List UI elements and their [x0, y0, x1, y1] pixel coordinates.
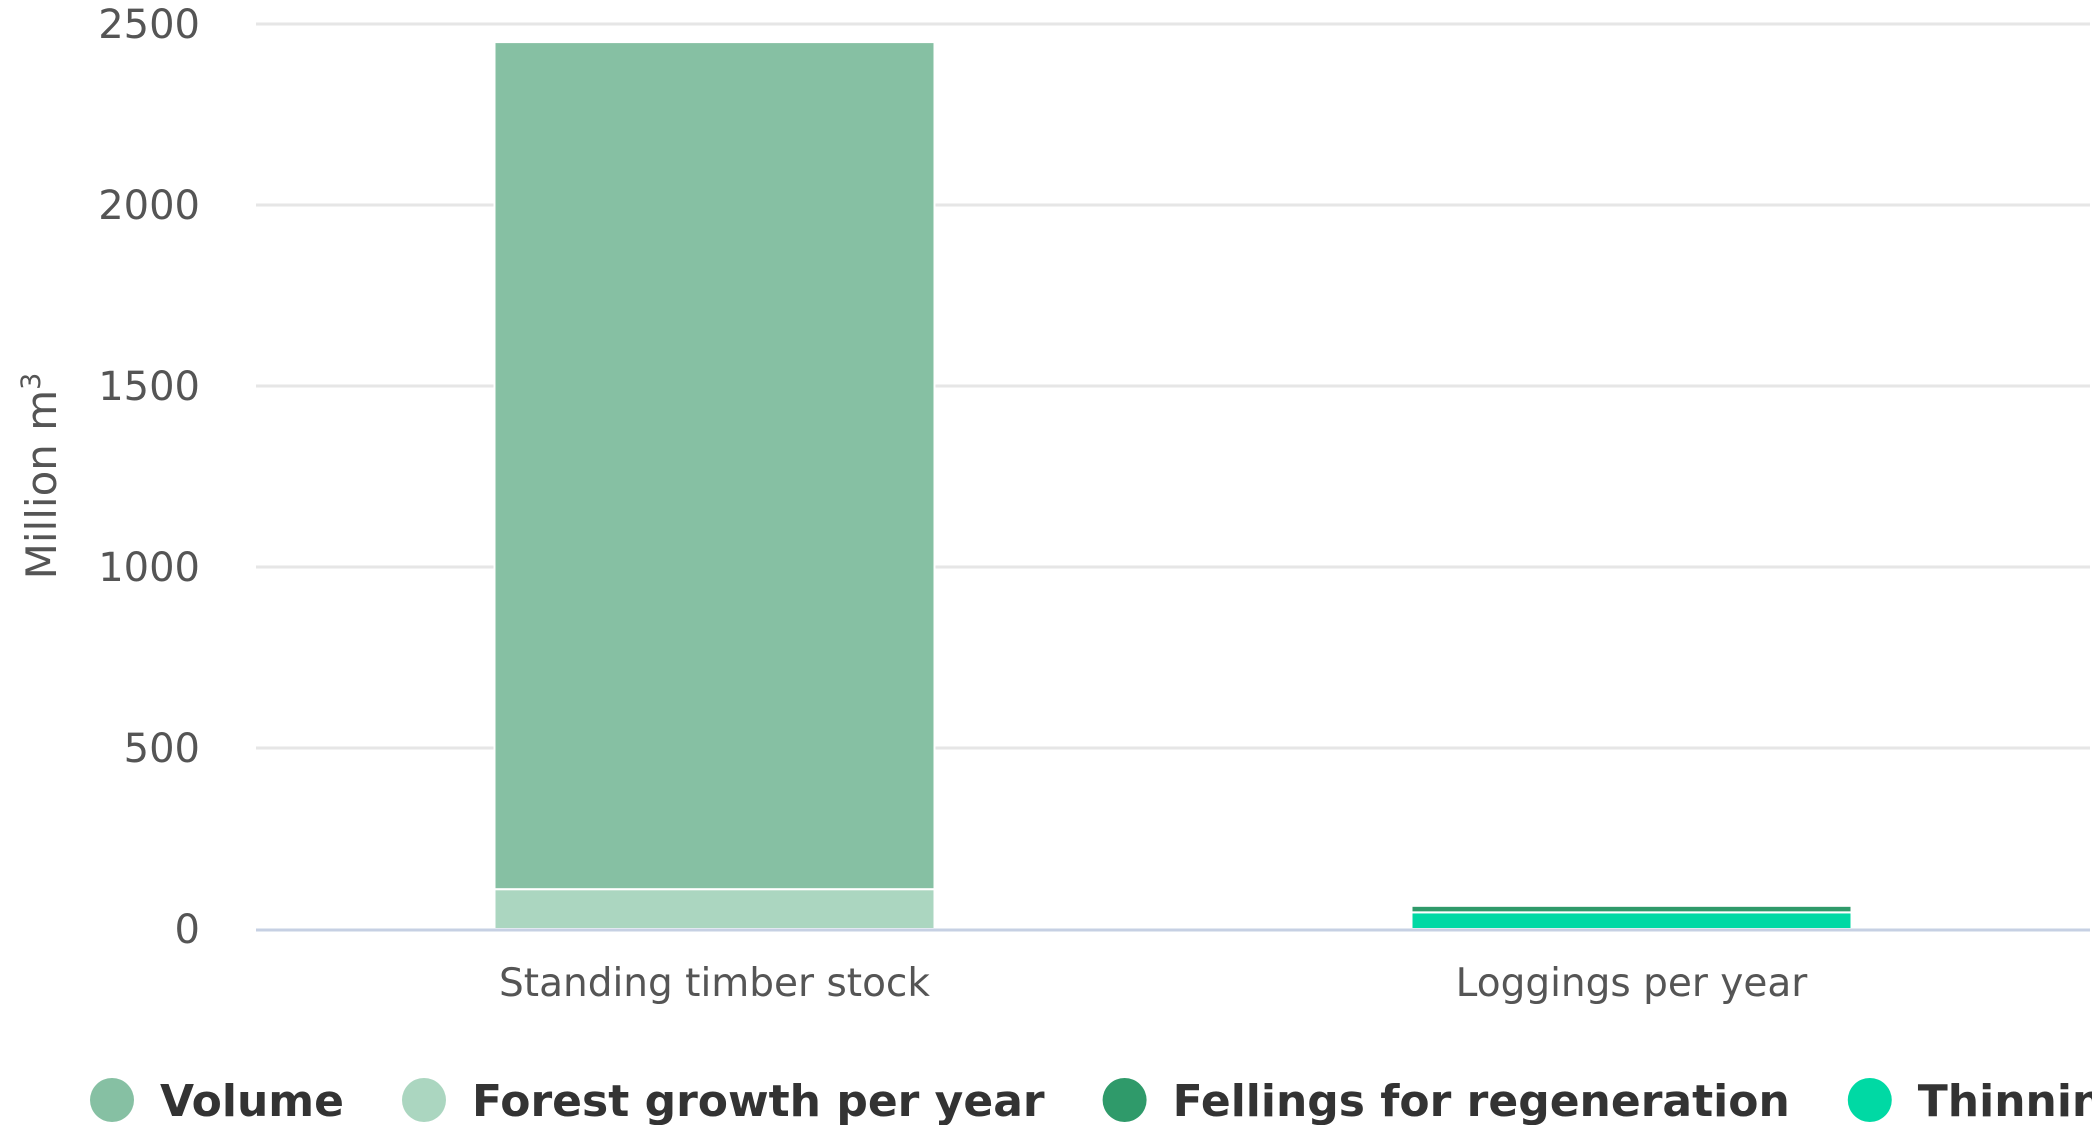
legend-swatch	[1847, 1078, 1892, 1122]
y-axis-title: Million m3	[16, 373, 66, 580]
legend-item[interactable]: Forest growth per year	[401, 1076, 1045, 1125]
legend-label: Fellings for regeneration	[1173, 1076, 1790, 1125]
legend-label: Forest growth per year	[472, 1076, 1045, 1125]
legend-swatch	[1102, 1078, 1147, 1122]
y-axis-ticks: 0 500 1000 1500 2000 2500	[98, 2, 200, 953]
legend-label: Volume	[160, 1076, 344, 1125]
x-axis-categories: Standing timber stock Loggings per year	[499, 961, 1808, 1006]
legend: Volume Forest growth per year Fellings for…	[90, 1076, 2092, 1125]
bar-segment[interactable]	[1410, 911, 1853, 931]
y-tick-label: 1000	[98, 545, 200, 591]
y-tick-label: 500	[124, 726, 200, 772]
legend-label: Thinnings	[1918, 1076, 2092, 1125]
bar-segment[interactable]	[493, 41, 936, 891]
y-tick-label: 2000	[98, 183, 200, 229]
y-tick-label: 0	[175, 907, 200, 953]
bars	[493, 41, 1853, 931]
y-tick-label: 1500	[98, 364, 200, 410]
y-axis-title-text: Million m3	[16, 373, 66, 580]
legend-item[interactable]: Thinnings	[1847, 1076, 2092, 1125]
y-tick-label: 2500	[98, 2, 200, 48]
legend-swatch	[90, 1078, 134, 1122]
legend-swatch	[401, 1078, 446, 1122]
bar-segment[interactable]	[493, 888, 936, 930]
x-category-label: Loggings per year	[1456, 961, 1809, 1006]
legend-item[interactable]: Fellings for regeneration	[1102, 1076, 1790, 1125]
x-category-label: Standing timber stock	[499, 961, 930, 1006]
bar-segment[interactable]	[1410, 904, 1853, 914]
legend-item[interactable]: Volume	[90, 1076, 344, 1125]
y-axis-title-main: Million m	[17, 390, 66, 580]
y-axis-title-superscript: 3	[16, 373, 47, 390]
